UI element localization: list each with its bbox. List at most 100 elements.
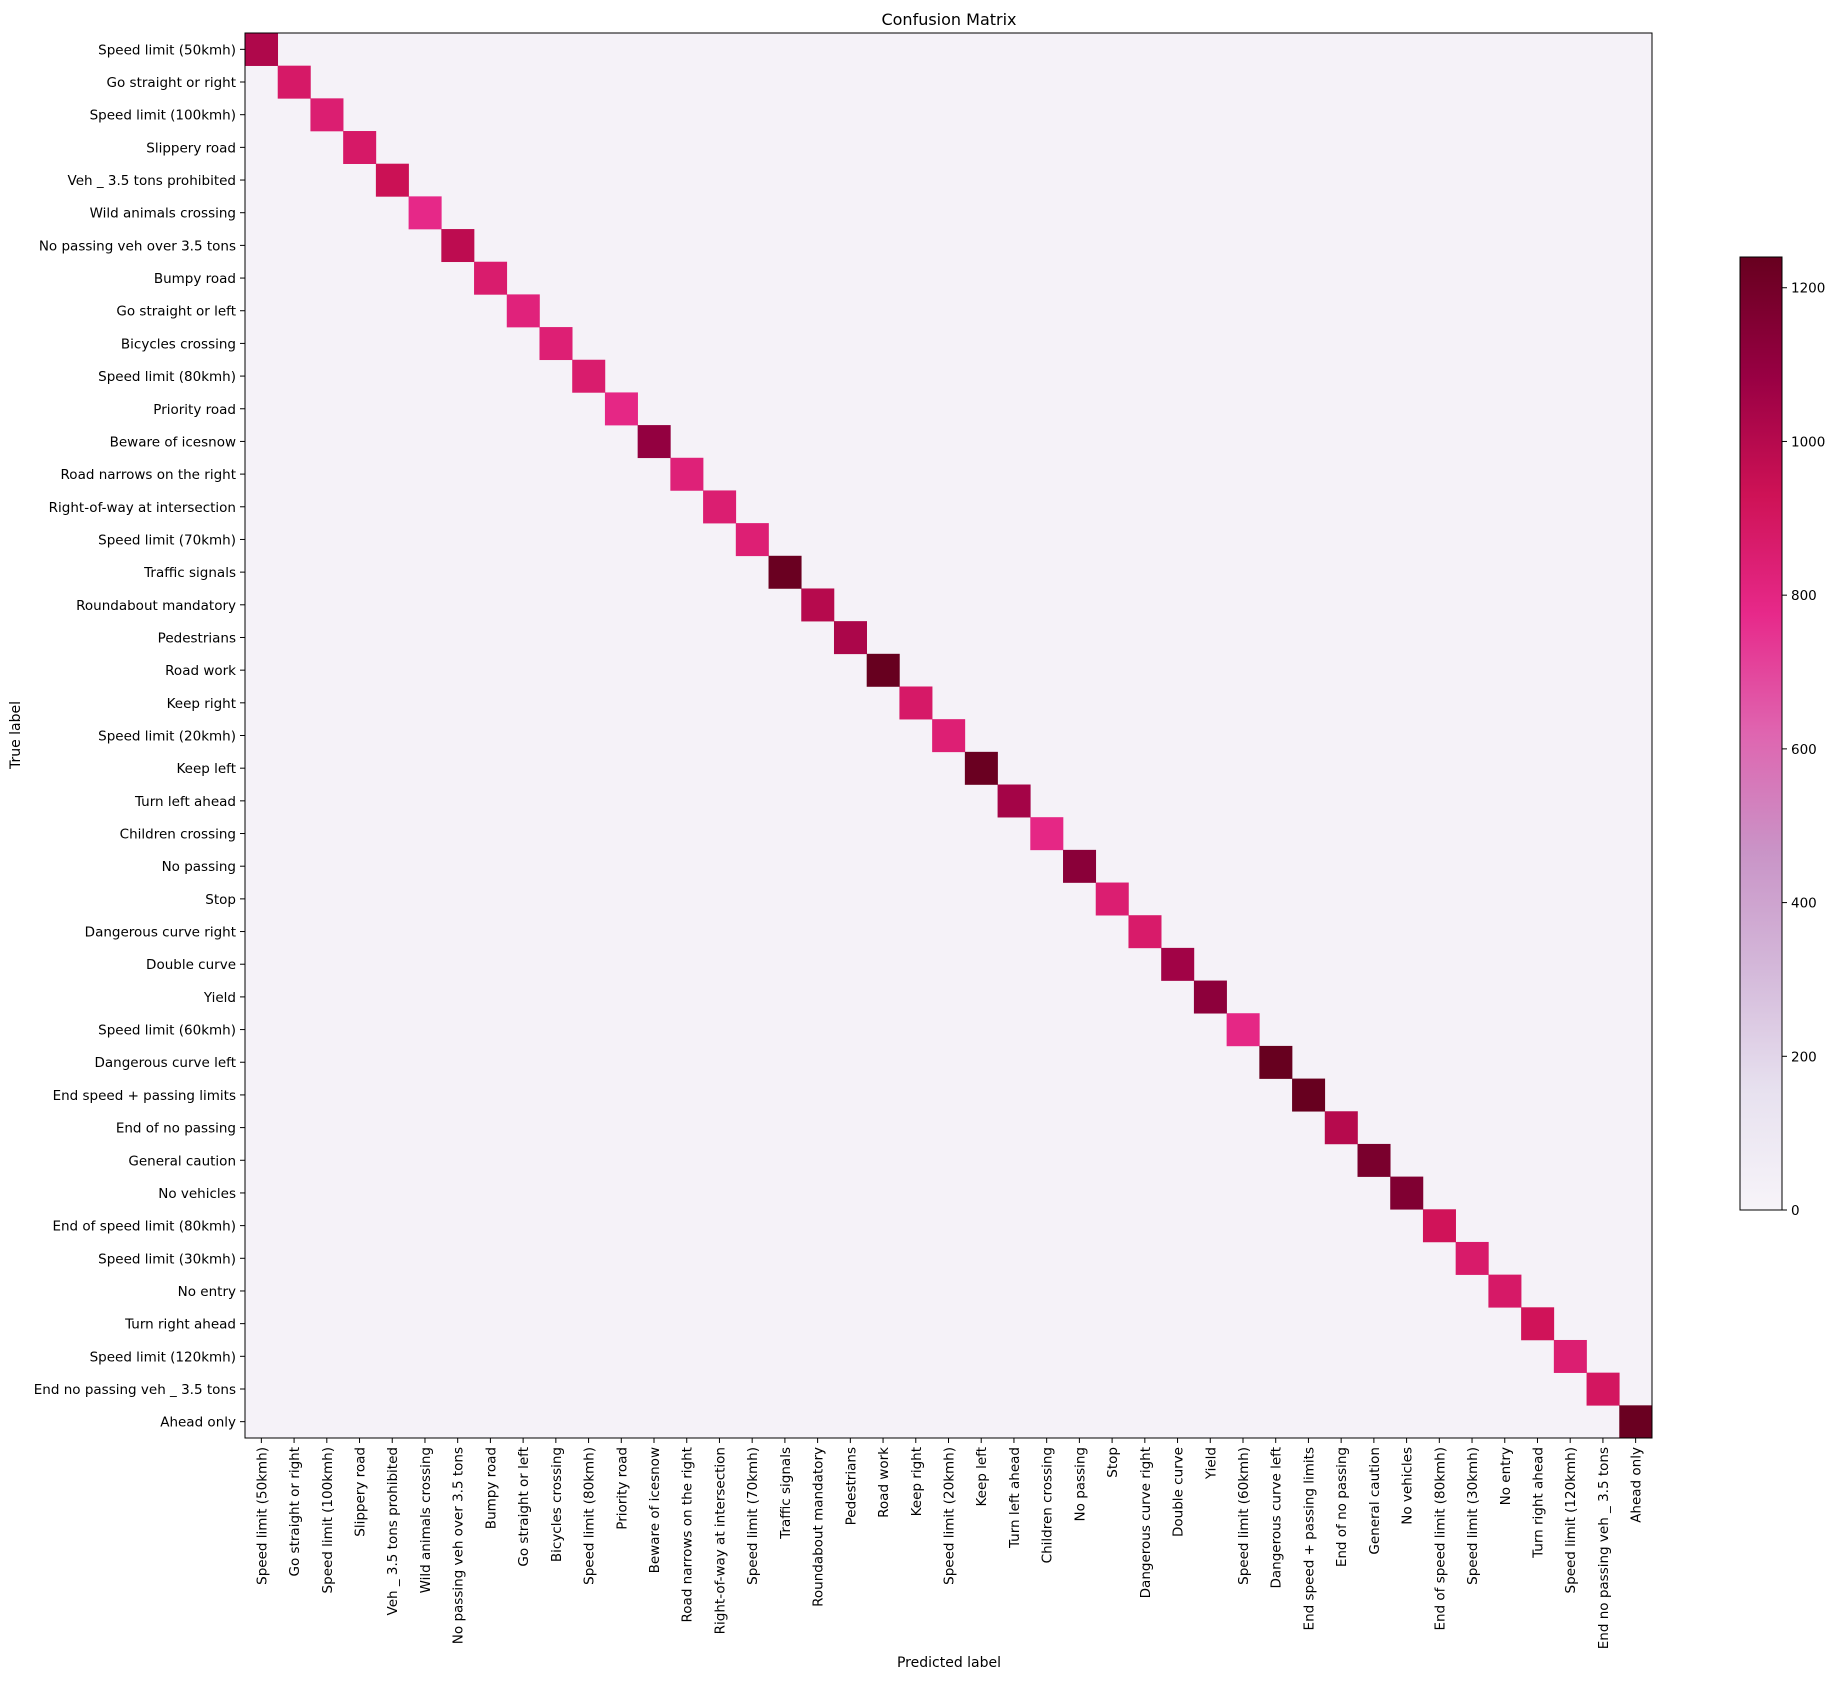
- x-tick-label: No passing veh over 3.5 tons: [451, 1447, 467, 1644]
- heatmap-cell: [997, 784, 1031, 818]
- heatmap-cell: [1193, 980, 1227, 1014]
- heatmap-cell: [1521, 1307, 1555, 1341]
- y-tick-label: Bicycles crossing: [121, 336, 236, 352]
- x-tick-label: Road narrows on the right: [680, 1447, 696, 1622]
- y-tick-label: Roundabout mandatory: [76, 598, 236, 614]
- heatmap-cell: [1422, 1209, 1456, 1243]
- x-tick-label: Roundabout mandatory: [811, 1447, 827, 1607]
- heatmap-cell: [1390, 1176, 1424, 1210]
- heatmap-cell: [474, 261, 508, 295]
- y-tick-label: Go straight or right: [107, 75, 236, 91]
- y-tick-label: Road work: [165, 663, 236, 679]
- x-tick-label: Wild animals crossing: [418, 1447, 434, 1593]
- heatmap-cell: [310, 98, 344, 132]
- y-tick-label: Speed limit (100kmh): [90, 108, 236, 124]
- x-tick-label: Pedestrians: [843, 1447, 859, 1525]
- heatmap-cell: [1226, 1013, 1260, 1047]
- y-tick-label: Dangerous curve right: [85, 925, 236, 941]
- heatmap-cell: [1488, 1274, 1522, 1308]
- y-tick-label: Turn left ahead: [134, 794, 236, 810]
- chart-title: Confusion Matrix: [881, 10, 1016, 29]
- heatmap-cell: [866, 653, 900, 687]
- colorbar-tick-label: 1200: [1791, 281, 1825, 297]
- y-tick-label: Stop: [205, 892, 236, 908]
- x-tick-label: Dangerous curve left: [1269, 1447, 1285, 1588]
- colorbar-ticks: 0 200 400 600 800 1000 1200: [1782, 281, 1825, 1219]
- x-tick-label: Yield: [1203, 1447, 1219, 1480]
- y-tick-label: Dangerous curve left: [95, 1055, 236, 1071]
- x-tick-label: General caution: [1367, 1447, 1383, 1555]
- x-tick-label: No passing: [1072, 1447, 1088, 1521]
- y-tick-label: Speed limit (20kmh): [98, 729, 236, 745]
- y-tick-label: Road narrows on the right: [61, 467, 236, 483]
- heatmap-cell: [1161, 947, 1195, 981]
- heatmap-cell: [604, 392, 638, 426]
- x-tick-label: Speed limit (30kmh): [1465, 1447, 1481, 1585]
- heatmap-cell: [1063, 849, 1097, 883]
- heatmap-cell: [1357, 1143, 1391, 1177]
- heatmap-cell: [670, 457, 704, 491]
- x-tick-label: End speed + passing limits: [1301, 1447, 1317, 1630]
- heatmap-cell: [637, 425, 671, 459]
- y-tick-label: Priority road: [153, 402, 236, 418]
- y-tick-label: Double curve: [146, 957, 236, 973]
- x-tick-label: Stop: [1105, 1447, 1121, 1478]
- y-tick-label: Yield: [203, 990, 236, 1006]
- heatmap-cell: [343, 131, 377, 164]
- x-tick-label: Bicycles crossing: [549, 1447, 565, 1562]
- x-tick-label: Speed limit (80kmh): [582, 1447, 598, 1585]
- heatmap-cell: [899, 686, 933, 720]
- y-tick-label: No passing: [162, 859, 236, 875]
- colorbar-tick-label: 1000: [1791, 434, 1825, 450]
- heatmap-cell: [1292, 1078, 1326, 1112]
- x-tick-label: Priority road: [614, 1447, 630, 1530]
- x-tick-label: Veh _ 3.5 tons prohibited: [385, 1447, 401, 1615]
- colorbar-tick-label: 600: [1791, 742, 1817, 758]
- x-tick-label: End of no passing: [1334, 1447, 1350, 1567]
- heatmap-cell: [1030, 817, 1064, 851]
- x-tick-label: Go straight or left: [516, 1447, 532, 1567]
- y-tick-label: Children crossing: [120, 827, 236, 843]
- y-tick-label: Speed limit (60kmh): [98, 1023, 236, 1039]
- heatmap-cell: [703, 490, 737, 524]
- y-tick-labels: Speed limit (50kmh) Go straight or right S…: [34, 42, 245, 1431]
- x-tick-label: Beware of icesnow: [647, 1447, 663, 1573]
- heatmap-cell: [1259, 1045, 1293, 1079]
- x-tick-label: Double curve: [1171, 1447, 1187, 1537]
- y-tick-label: Wild animals crossing: [90, 206, 236, 222]
- heatmap-cell: [1553, 1339, 1587, 1373]
- heatmap-cell: [375, 163, 409, 197]
- x-tick-label: Speed limit (50kmh): [254, 1447, 270, 1585]
- y-tick-label: Ahead only: [160, 1415, 236, 1431]
- y-tick-label: General caution: [128, 1153, 236, 1169]
- x-tick-label: Speed limit (120kmh): [1563, 1447, 1579, 1593]
- x-axis-label: Predicted label: [897, 1655, 1001, 1671]
- y-tick-label: End of speed limit (80kmh): [52, 1219, 236, 1235]
- heatmap-cell: [1095, 882, 1129, 916]
- x-tick-label: Speed limit (100kmh): [320, 1447, 336, 1593]
- x-tick-label: Keep left: [974, 1447, 990, 1507]
- heatmap-cell: [506, 294, 540, 328]
- y-tick-label: Traffic signals: [143, 565, 236, 581]
- y-tick-label: Keep right: [167, 696, 236, 712]
- y-tick-label: Turn right ahead: [124, 1317, 236, 1333]
- x-tick-label: Right-of-way at intersection: [712, 1447, 728, 1634]
- heatmap-cell: [572, 359, 606, 393]
- heatmap-cell: [1586, 1372, 1620, 1406]
- x-tick-label: Children crossing: [1040, 1447, 1056, 1563]
- x-tick-label: Speed limit (70kmh): [745, 1447, 761, 1585]
- y-tick-label: Speed limit (80kmh): [98, 369, 236, 385]
- heatmap-cell: [245, 33, 279, 66]
- heatmap-cell: [539, 327, 573, 361]
- y-tick-label: Speed limit (30kmh): [98, 1251, 236, 1267]
- heatmap-cell: [277, 65, 311, 99]
- y-tick-label: No entry: [178, 1284, 236, 1300]
- y-tick-label: No passing veh over 3.5 tons: [39, 238, 236, 254]
- heatmap-cell: [932, 719, 966, 753]
- y-tick-label: Right-of-way at intersection: [49, 500, 236, 516]
- colorbar-tick-label: 0: [1791, 1203, 1800, 1219]
- colorbar-tick-label: 400: [1791, 896, 1817, 912]
- heatmap-cell: [964, 751, 998, 785]
- heatmap-cell: [441, 229, 475, 263]
- x-tick-label: Traffic signals: [778, 1447, 794, 1540]
